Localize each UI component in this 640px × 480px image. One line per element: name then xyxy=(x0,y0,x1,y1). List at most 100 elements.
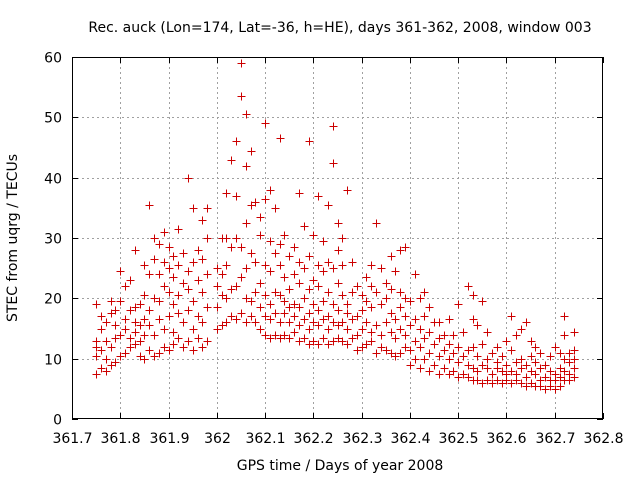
data-point xyxy=(97,346,106,355)
data-point xyxy=(256,303,265,312)
data-point xyxy=(169,273,178,282)
data-point xyxy=(454,358,463,367)
data-point xyxy=(237,273,246,282)
data-point xyxy=(541,373,550,382)
data-point xyxy=(425,303,434,312)
data-point xyxy=(285,252,294,261)
data-point xyxy=(213,264,222,273)
data-point xyxy=(517,355,526,364)
data-point xyxy=(536,364,545,373)
data-point xyxy=(155,315,164,324)
data-point xyxy=(478,340,487,349)
data-point xyxy=(266,237,275,246)
data-point xyxy=(242,162,251,171)
data-point xyxy=(517,325,526,334)
y-tick-label: 40 xyxy=(44,172,62,188)
data-point xyxy=(507,379,516,388)
data-point xyxy=(512,331,521,340)
data-point xyxy=(121,325,130,334)
data-point xyxy=(194,276,203,285)
data-point xyxy=(387,309,396,318)
data-point xyxy=(92,352,101,361)
data-point xyxy=(372,349,381,358)
data-point xyxy=(232,137,241,146)
data-point xyxy=(391,334,400,343)
data-point xyxy=(227,285,236,294)
data-point xyxy=(165,288,174,297)
data-point xyxy=(512,370,521,379)
data-point xyxy=(445,315,454,324)
data-point xyxy=(401,312,410,321)
data-point xyxy=(324,325,333,334)
data-point xyxy=(131,303,140,312)
data-point xyxy=(305,285,314,294)
data-point xyxy=(387,252,396,261)
data-point xyxy=(102,318,111,327)
data-point xyxy=(478,379,487,388)
x-tick-label: 362.4 xyxy=(390,431,430,447)
data-point xyxy=(377,264,386,273)
data-point xyxy=(420,288,429,297)
data-point xyxy=(483,328,492,337)
y-tick-label: 10 xyxy=(44,353,62,369)
data-point xyxy=(276,134,285,143)
chart-title: Rec. auck (Lon=174, Lat=-36, h=HE), days… xyxy=(88,20,591,36)
data-point xyxy=(531,370,540,379)
data-point xyxy=(401,243,410,252)
data-point xyxy=(251,288,260,297)
data-point xyxy=(116,331,125,340)
data-point xyxy=(131,318,140,327)
axis-ticks xyxy=(72,57,604,420)
data-point xyxy=(382,346,391,355)
data-point xyxy=(338,261,347,270)
data-point xyxy=(189,258,198,267)
data-point xyxy=(382,318,391,327)
data-point xyxy=(189,325,198,334)
y-tick-label: 60 xyxy=(44,51,62,67)
data-point xyxy=(165,312,174,321)
data-point xyxy=(309,318,318,327)
data-point xyxy=(435,352,444,361)
data-point xyxy=(145,270,154,279)
data-point xyxy=(285,318,294,327)
y-axis-label: STEC from uqrg / TECUs xyxy=(5,154,21,322)
data-point xyxy=(343,186,352,195)
data-point xyxy=(502,337,511,346)
data-point xyxy=(435,370,444,379)
data-point xyxy=(570,346,579,355)
data-point xyxy=(560,312,569,321)
data-point xyxy=(295,303,304,312)
data-point xyxy=(527,337,536,346)
data-point xyxy=(570,364,579,373)
data-point xyxy=(362,273,371,282)
x-tick-label: 362.7 xyxy=(535,431,575,447)
data-point xyxy=(420,355,429,364)
data-point xyxy=(155,240,164,249)
data-point xyxy=(362,318,371,327)
data-point xyxy=(324,201,333,210)
data-point xyxy=(334,219,343,228)
data-point xyxy=(560,331,569,340)
data-point xyxy=(300,334,309,343)
data-point xyxy=(242,294,251,303)
data-point xyxy=(391,267,400,276)
data-point xyxy=(338,337,347,346)
data-point xyxy=(276,240,285,249)
data-point xyxy=(194,312,203,321)
data-point xyxy=(464,346,473,355)
data-point xyxy=(319,334,328,343)
data-point xyxy=(237,92,246,101)
data-point xyxy=(222,261,231,270)
data-point xyxy=(227,312,236,321)
data-point xyxy=(111,358,120,367)
data-point xyxy=(367,261,376,270)
data-point xyxy=(488,370,497,379)
data-point xyxy=(416,364,425,373)
data-point xyxy=(242,264,251,273)
data-point xyxy=(203,270,212,279)
data-point xyxy=(213,303,222,312)
data-point xyxy=(411,355,420,364)
data-point xyxy=(498,352,507,361)
data-point xyxy=(97,364,106,373)
data-point xyxy=(295,279,304,288)
